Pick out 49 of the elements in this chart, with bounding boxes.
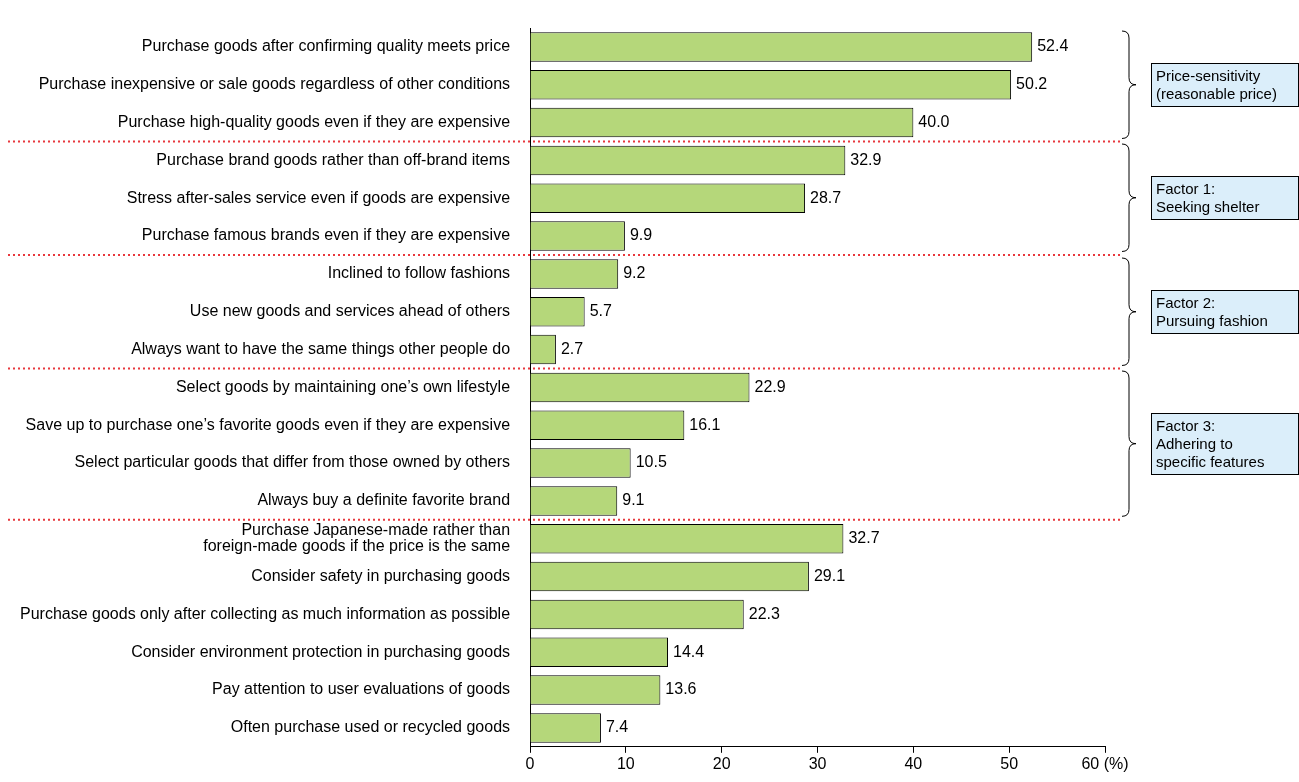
data-label: 9.9 (629, 226, 653, 244)
y-tick-label: Purchase goods only after collecting as much information as possible (19, 604, 511, 622)
data-label: 32.9 (850, 150, 882, 168)
data-label: 50.2 (1016, 75, 1048, 93)
x-tick-label: 10 (616, 754, 635, 772)
y-tick-label: Purchase goods after confirming quality meets price (141, 37, 511, 55)
data-label: 5.7 (589, 302, 612, 320)
data-label: 14.4 (673, 642, 705, 660)
data-label: 13.6 (665, 680, 697, 698)
data-label: 9.1 (622, 491, 645, 509)
x-tick-label: 0 (525, 754, 535, 772)
y-tick-label: Select goods by maintaining one’s own lifestyle (175, 377, 511, 395)
data-label: 16.1 (689, 415, 721, 433)
x-tick-label: 60 (%) (1081, 754, 1129, 772)
data-label: 22.3 (748, 604, 780, 622)
y-tick-label: Inclined to follow fashions (327, 264, 511, 282)
y-tick-label: Pay attention to user evaluations of goods (212, 680, 511, 698)
text: Factor 2: Pursuing fashion (1151, 289, 1299, 334)
data-label: 7.4 (605, 718, 629, 736)
x-tick-label: 20 (712, 754, 731, 772)
data-label: 29.1 (813, 566, 846, 584)
x-tick-label: 30 (808, 754, 827, 772)
y-tick-label: Often purchase used or recycled goods (230, 718, 511, 736)
y-tick-label: Purchase famous brands even if they are expensive (141, 226, 511, 244)
data-label: 32.7 (848, 529, 880, 547)
data-label: 22.9 (754, 377, 786, 395)
y-tick-label: Consider environment protection in purchasing goods (131, 642, 511, 660)
y-tick-label: Always want to have the same things other people do (131, 339, 511, 357)
y-tick-label: Purchase inexpensive or sale goods regardless of other conditions (38, 75, 511, 93)
data-label: 10.5 (635, 453, 667, 471)
y-tick-label: Consider safety in purchasing goods (251, 566, 511, 584)
data-label: 2.7 (560, 339, 584, 357)
x-tick-label: 40 (904, 754, 923, 772)
y-tick-label: Save up to purchase one’s favorite goods even if they are expensive (25, 415, 511, 433)
y-tick-label: Purchase brand goods rather than off-brand items (156, 150, 511, 168)
y-tick-label: Use new goods and services ahead of others (189, 302, 511, 320)
y-tick-label: Purchase Japanese-made rather than foreign-made goods if the price is the same (203, 521, 511, 555)
text: Factor 1: Seeking shelter (1151, 176, 1299, 221)
data-label: 9.2 (623, 264, 646, 282)
text: Factor 3: Adhering to specific features (1151, 413, 1299, 476)
y-tick-label: Stress after-sales service even if goods are expensive (126, 188, 511, 206)
y-tick-label: Always buy a definite favorite brand (257, 491, 511, 509)
data-label: 52.4 (1037, 37, 1069, 55)
data-label: 40.0 (918, 112, 950, 130)
y-tick-label: Select particular goods that differ from those owned by others (74, 453, 511, 471)
text: Price-sensitivity (reasonable price) (1151, 62, 1299, 107)
x-tick-label: 50 (1000, 754, 1019, 772)
data-label: 28.7 (810, 188, 842, 206)
y-tick-label: Purchase high-quality goods even if they are expensive (117, 112, 511, 130)
